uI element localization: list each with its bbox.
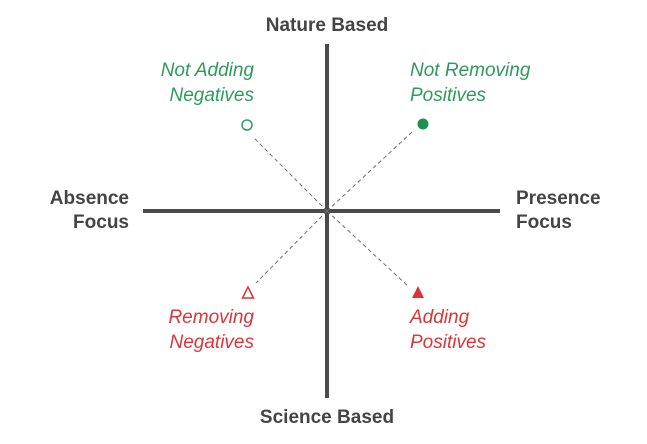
axis-label-top: Nature Based: [266, 15, 389, 36]
quadrant-label-top-right-line2: Positives: [410, 85, 487, 106]
diagonal-top-left: [253, 137, 328, 212]
axis-label-bottom: Science Based: [260, 407, 394, 428]
quadrant-label-bottom-left-line2: Negatives: [170, 332, 255, 353]
diagonal-top-right: [326, 130, 414, 212]
axis-label-left-line1: Absence: [50, 188, 129, 209]
quadrant-label-top-left-line1: Not Adding: [161, 60, 255, 81]
quadrant-label-top-left-line2: Negatives: [170, 85, 255, 106]
diagonal-bottom-left: [255, 210, 328, 284]
quadrant-label-bottom-right-line1: Adding: [409, 307, 470, 328]
quadrant-label-bottom-right-line2: Positives: [410, 332, 487, 353]
axis-label-left-line2: Focus: [73, 212, 129, 233]
hollow-triangle-marker: [241, 285, 255, 299]
quadrant-label-bottom-left-line1: Removing: [168, 307, 254, 328]
filled-circle-marker: [417, 118, 429, 130]
axis-label-right-line1: Presence: [516, 188, 601, 209]
hollow-circle-marker: [241, 119, 253, 131]
quadrant-label-top-right-line1: Not Removing: [410, 60, 531, 81]
filled-triangle-marker: [412, 286, 424, 298]
axis-label-right-line2: Focus: [516, 212, 572, 233]
diagonal-bottom-right: [326, 210, 410, 288]
